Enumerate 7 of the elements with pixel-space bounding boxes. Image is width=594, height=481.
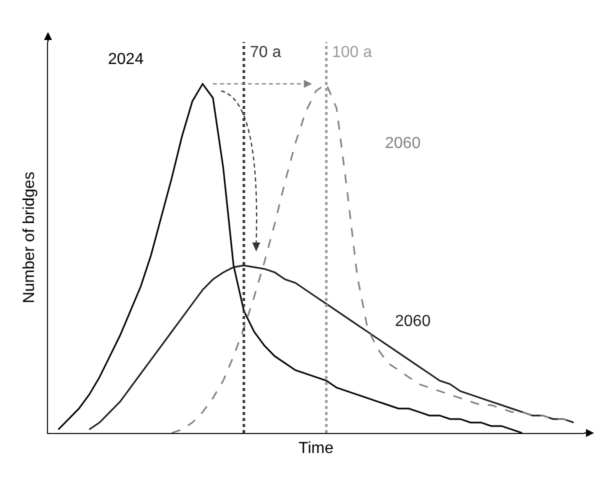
text: 2060 [385, 135, 421, 152]
text: 70 a [250, 44, 282, 61]
y-axis-title: Number of bridges [20, 172, 38, 304]
text: 100 a [332, 44, 372, 61]
series-label: 2060 [395, 313, 431, 330]
x-axis-title: Time [298, 440, 334, 457]
text: 2024 [108, 51, 144, 68]
